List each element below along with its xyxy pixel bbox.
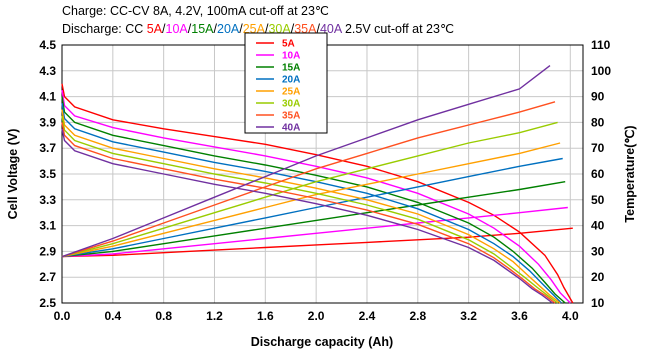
x-tick-label: 2.8 bbox=[409, 309, 426, 323]
y-right-tick-label: 110 bbox=[591, 38, 611, 52]
voltage-line-25A bbox=[61, 109, 561, 304]
title-separator: / bbox=[265, 22, 269, 36]
series-layer bbox=[61, 65, 574, 304]
y-left-tick-label: 3.5 bbox=[39, 167, 56, 181]
x-tick-label: 3.6 bbox=[511, 309, 528, 323]
x-tick-label: 2.4 bbox=[359, 309, 376, 323]
voltage-line-20A bbox=[61, 102, 562, 304]
temperature-line-20A bbox=[61, 157, 563, 258]
y-axis-left-label: Cell Voltage (V) bbox=[6, 129, 20, 220]
y-right-tick-label: 50 bbox=[591, 193, 605, 207]
voltage-line-15A bbox=[61, 96, 566, 304]
title-separator: / bbox=[162, 22, 166, 36]
title-separator: / bbox=[188, 22, 192, 36]
tick-labels: 0.0 0.4 0.8 1.2 1.6 2.0 2.4 2.8 3.2 3.6 4.0 2.5 2.7 2… bbox=[39, 38, 611, 323]
y-left-tick-label: 4.5 bbox=[39, 38, 56, 52]
voltage-line-10A bbox=[61, 89, 571, 304]
legend-label-30A: 30A bbox=[282, 99, 300, 110]
chart-title-line2-prefix: Discharge: CC bbox=[62, 22, 147, 36]
y-left-tick-label: 4.1 bbox=[39, 90, 56, 104]
x-tick-label: 1.2 bbox=[206, 309, 223, 323]
legend-label-20A: 20A bbox=[282, 75, 300, 86]
y-right-tick-label: 90 bbox=[591, 90, 605, 104]
temperature-line-30A bbox=[61, 121, 558, 258]
y-left-tick-label: 2.9 bbox=[39, 244, 56, 258]
temperature-line-10A bbox=[61, 206, 568, 258]
y-left-tick-label: 3.3 bbox=[39, 193, 56, 207]
x-tick-label: 2.0 bbox=[308, 309, 325, 323]
title-separator: / bbox=[239, 22, 243, 36]
x-tick-label: 3.2 bbox=[460, 309, 477, 323]
temperature-line-35A bbox=[61, 101, 556, 258]
title-series-15A: 15A bbox=[191, 22, 214, 36]
temperature-line-5A bbox=[61, 227, 573, 258]
chart-title-line1: Charge: CC-CV 8A, 4.2V, 100mA cut-off at… bbox=[62, 4, 329, 18]
title-series-5A: 5A bbox=[147, 22, 163, 36]
x-tick-label: 0.0 bbox=[54, 309, 71, 323]
title-separator: / bbox=[291, 22, 295, 36]
y-right-tick-label: 20 bbox=[591, 270, 605, 284]
y-right-tick-label: 30 bbox=[591, 244, 605, 258]
legend-label-40A: 40A bbox=[282, 123, 300, 134]
y-right-tick-label: 40 bbox=[591, 219, 605, 233]
title-series-10A: 10A bbox=[166, 22, 189, 36]
temperature-line-15A bbox=[61, 181, 566, 258]
legend-label-15A: 15A bbox=[282, 63, 300, 74]
temperature-line-25A bbox=[61, 142, 561, 258]
y-right-tick-label: 80 bbox=[591, 115, 605, 129]
y-right-tick-label: 10 bbox=[591, 296, 605, 310]
voltage-line-5A bbox=[61, 83, 574, 304]
y-right-tick-label: 60 bbox=[591, 167, 605, 181]
x-tick-label: 0.8 bbox=[155, 309, 172, 323]
y-axis-right-label: Temperature(℃) bbox=[623, 125, 637, 222]
x-tick-label: 0.4 bbox=[104, 309, 121, 323]
legend-box bbox=[244, 32, 328, 134]
temperature-line-40A bbox=[61, 65, 551, 258]
y-right-tick-label: 70 bbox=[591, 141, 605, 155]
x-tick-label: 1.6 bbox=[257, 309, 274, 323]
title-series-20A: 20A bbox=[217, 22, 240, 36]
legend-label-10A: 10A bbox=[282, 51, 300, 62]
y-left-tick-label: 2.7 bbox=[39, 270, 56, 284]
y-left-tick-label: 2.5 bbox=[39, 296, 56, 310]
legend-label-35A: 35A bbox=[282, 111, 300, 122]
y-left-tick-label: 3.1 bbox=[39, 219, 56, 233]
x-axis-label: Discharge capacity (Ah) bbox=[251, 335, 393, 349]
voltage-line-35A bbox=[61, 122, 556, 304]
x-tick-label: 4.0 bbox=[562, 309, 579, 323]
legend-label-25A: 25A bbox=[282, 87, 300, 98]
voltage-line-30A bbox=[61, 115, 559, 304]
legend-label-5A: 5A bbox=[282, 39, 295, 50]
chart-title-line2-suffix: 2.5V cut-off at 23℃ bbox=[342, 22, 454, 36]
y-left-tick-label: 4.3 bbox=[39, 64, 56, 78]
y-left-tick-label: 3.9 bbox=[39, 115, 56, 129]
title-separator: / bbox=[214, 22, 218, 36]
title-separator: / bbox=[316, 22, 320, 36]
y-right-tick-label: 100 bbox=[591, 64, 611, 78]
y-left-tick-label: 3.7 bbox=[39, 141, 56, 155]
voltage-line-40A bbox=[61, 128, 553, 304]
